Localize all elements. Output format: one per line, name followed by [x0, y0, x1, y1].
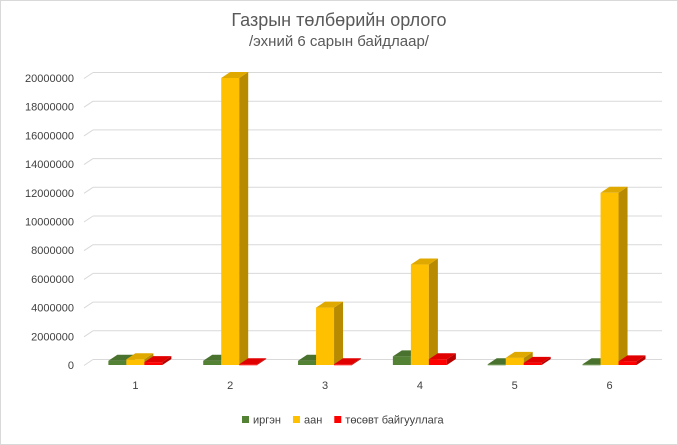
gridline-depth: [83, 301, 94, 309]
bar-top: [505, 351, 533, 358]
y-tick-label: 14000000: [25, 159, 74, 171]
y-axis-ticks: 0 2000000 4000000 6000000 8000000 10000000 120…: [25, 73, 74, 372]
bar-төсөвт-байгууллага-3: [334, 358, 362, 366]
bar-side: [334, 301, 344, 365]
chart-title: Газрын төлбөрийн орлого: [231, 10, 446, 30]
bar-top: [239, 358, 267, 365]
bar-төсөвт-байгууллага-1: [144, 356, 172, 365]
bar-side: [541, 356, 551, 365]
legend-item: төсөвт байгууллага: [334, 415, 445, 427]
legend-label: иргэн: [253, 415, 281, 427]
bar-front: [221, 78, 240, 365]
bar-top: [410, 258, 438, 265]
bar-side: [618, 186, 628, 365]
gridline-depth: [83, 100, 94, 108]
bar-top: [144, 356, 172, 363]
bar-front: [392, 356, 411, 365]
legend-label: төсөвт байгууллага: [345, 415, 444, 427]
legend-item: аан: [292, 415, 322, 427]
bar-front: [334, 364, 353, 366]
legend-swatch: [242, 416, 249, 423]
y-tick-label: 12000000: [25, 188, 74, 200]
bar-side: [352, 358, 362, 365]
bar-front: [144, 362, 163, 365]
bar-side: [239, 72, 249, 365]
bar-front: [126, 359, 145, 365]
bar-front: [428, 359, 447, 365]
x-tick-label: 6: [606, 380, 612, 392]
bar-top: [221, 72, 249, 78]
bar-top: [618, 355, 646, 362]
bar-төсөвт-байгууллага-2: [239, 358, 267, 366]
y-tick-label: 16000000: [25, 130, 74, 142]
gridline-depth: [83, 215, 94, 223]
bar-top: [334, 358, 362, 365]
y-tick-label: 4000000: [31, 303, 74, 315]
bar-front: [298, 360, 317, 365]
bar-front: [410, 264, 429, 365]
bar-front: [239, 364, 258, 366]
bar-top: [523, 356, 551, 363]
bar-төсөвт-байгууллага-4: [428, 353, 456, 365]
bar-top: [126, 353, 154, 360]
bar-top: [428, 353, 456, 360]
x-tick-label: 1: [132, 380, 138, 392]
y-tick-label: 0: [68, 360, 74, 372]
y-tick-label: 20000000: [25, 73, 74, 85]
bar-side: [162, 356, 172, 365]
legend: иргэн аан төсөвт байгууллага: [242, 415, 445, 427]
gridline-depth: [83, 186, 94, 194]
bar-front: [505, 357, 524, 365]
bar-төсөвт-байгууллага-5: [523, 356, 551, 365]
gridline-depth: [83, 158, 94, 166]
bar-front: [316, 307, 335, 365]
bar-аан-3: [316, 301, 344, 365]
chart-subtitle: /эхний 6 сарын байдлаар/: [249, 33, 430, 50]
bar-аан-4: [410, 258, 438, 365]
gridlines: [83, 72, 662, 366]
x-tick-label: 5: [512, 380, 518, 392]
bar-side: [428, 258, 438, 365]
legend-swatch: [334, 416, 342, 423]
bar-side: [636, 355, 646, 365]
bar-аан-6: [600, 186, 628, 365]
gridline-depth: [83, 129, 94, 137]
legend-label: аан: [304, 415, 322, 427]
bar-top: [316, 301, 344, 308]
x-tick-label: 3: [322, 380, 328, 392]
bar-front: [582, 364, 601, 366]
bar-front: [618, 361, 637, 365]
bar-төсөвт-байгууллага-6: [618, 355, 646, 365]
gridline-depth: [83, 72, 94, 79]
bar-front: [108, 360, 127, 365]
bar-side: [257, 358, 267, 365]
legend-swatch: [292, 416, 300, 423]
bar-side: [446, 353, 456, 365]
bar-аан-2: [221, 72, 249, 365]
y-tick-label: 10000000: [25, 217, 74, 229]
bar-front: [487, 364, 506, 366]
y-tick-label: 2000000: [31, 331, 74, 343]
bar-front: [600, 192, 619, 365]
bar-top: [600, 186, 628, 193]
bar-top: [108, 354, 136, 361]
bars: [108, 72, 646, 366]
bar-front: [523, 362, 542, 365]
gridline-depth: [83, 244, 94, 252]
legend-item: иргэн: [242, 415, 281, 427]
y-tick-label: 8000000: [31, 245, 74, 257]
y-tick-label: 18000000: [25, 102, 74, 114]
y-tick-label: 6000000: [31, 274, 74, 286]
bar-front: [203, 360, 222, 365]
gridline-depth: [83, 359, 94, 366]
gridline-depth: [83, 330, 94, 338]
gridline-depth: [83, 272, 94, 280]
x-tick-label: 2: [227, 380, 233, 392]
x-axis-ticks: 1 2 3 4 5 6: [132, 380, 612, 392]
x-tick-label: 4: [417, 380, 423, 392]
